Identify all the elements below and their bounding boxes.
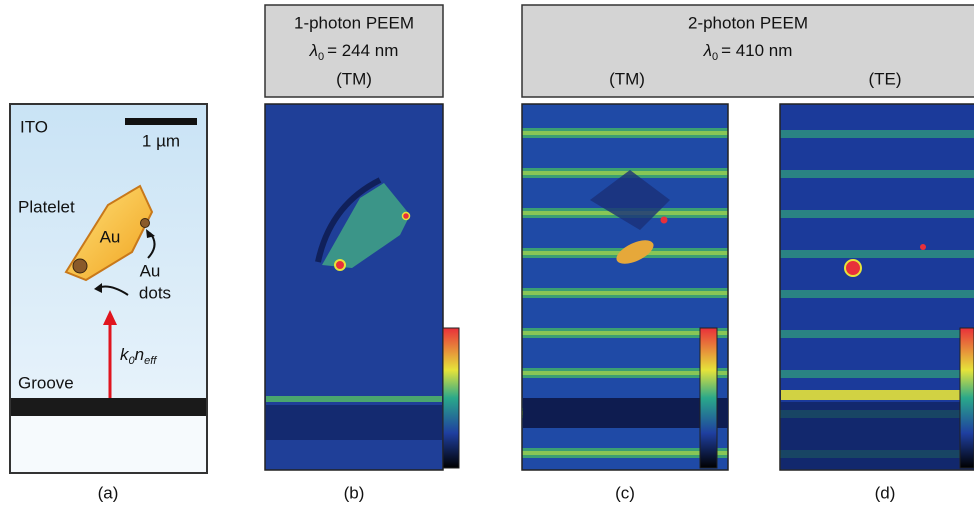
platelet-label: Platelet [18, 197, 75, 216]
hotspot [660, 216, 668, 224]
colorbar [699, 327, 718, 469]
shadow [590, 170, 670, 230]
hotspot [844, 259, 862, 277]
hotspot [334, 259, 346, 271]
dots-label: dots [139, 283, 171, 302]
panel-label: (c) [615, 483, 635, 502]
header-mode: (TM) [336, 69, 372, 88]
peem-image-c [521, 103, 729, 471]
panel-label: (d) [875, 483, 896, 502]
header-wavelength: λ0 = 410 nm [703, 41, 793, 62]
scale-bar [125, 118, 197, 125]
colorbar [442, 327, 460, 469]
header-mode: (TE) [868, 69, 901, 88]
au-dot [140, 218, 150, 228]
hotspot [920, 244, 926, 250]
platelet [64, 184, 154, 282]
shadow [315, 177, 382, 263]
platelet-image [322, 183, 410, 268]
wavevector-label: k0neff [120, 345, 157, 366]
arrowhead [146, 229, 155, 238]
groove-image [523, 398, 728, 428]
arrowhead [103, 310, 117, 325]
panel-label: (a) [98, 483, 119, 502]
groove-label: Groove [18, 373, 74, 392]
colorbar [959, 327, 974, 469]
header-box [521, 4, 974, 98]
scale-label: 1 µm [142, 131, 180, 150]
au-dot [72, 258, 88, 274]
arrowhead [94, 283, 102, 293]
header-title: 2-photon PEEM [688, 13, 808, 32]
groove-edge [781, 390, 974, 400]
substrate-bottom [11, 416, 206, 472]
header-box [264, 4, 444, 98]
hotspot [401, 211, 411, 221]
peem-image-b [264, 103, 460, 471]
header-title: 1-photon PEEM [294, 13, 414, 32]
peem-image-d [779, 103, 974, 471]
groove-image [266, 405, 442, 440]
dots-label: Au [140, 261, 161, 280]
hotspot [616, 240, 654, 264]
header-wavelength: λ0 = 244 nm [309, 41, 399, 62]
substrate-label: ITO [20, 117, 48, 136]
header-mode: (TM) [609, 69, 645, 88]
material-label: Au [100, 227, 121, 246]
groove-image [781, 402, 974, 469]
groove-edge [266, 396, 442, 402]
groove [11, 398, 206, 416]
panel-label: (b) [344, 483, 365, 502]
